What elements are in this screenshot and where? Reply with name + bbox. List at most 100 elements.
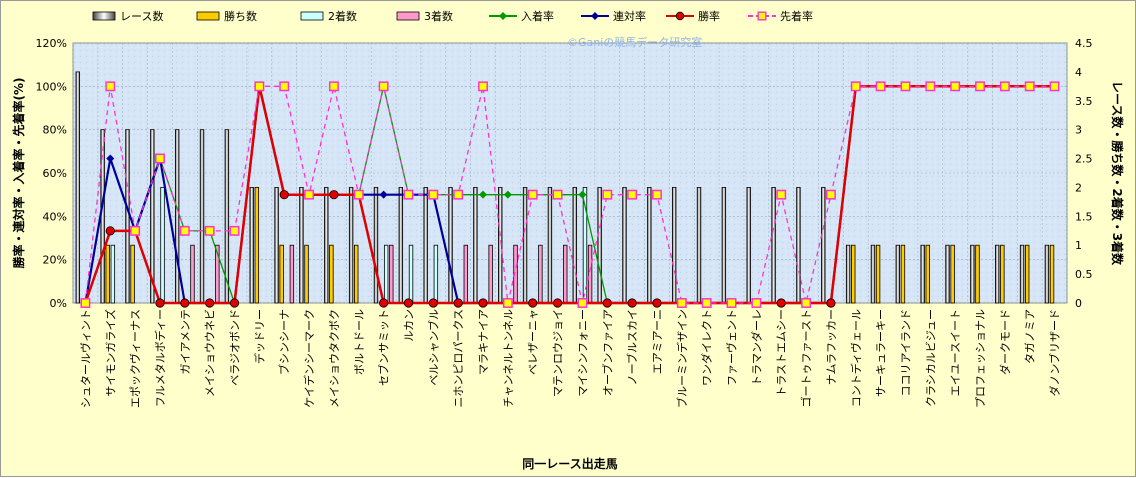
category-label: ダノンブリザード	[1048, 309, 1062, 396]
left-tick-label: 20%	[43, 254, 67, 267]
point	[801, 298, 812, 308]
bar	[547, 187, 553, 304]
point	[900, 81, 911, 92]
bar	[398, 187, 404, 304]
bar	[304, 244, 309, 304]
right-tick-label: 1	[1075, 239, 1082, 252]
right-axis-title: レース数・勝ち数・2着数・3着数	[1110, 81, 1125, 266]
point	[179, 225, 190, 236]
category-label: ベルシャンブル	[426, 309, 440, 386]
category-label: コントディヴェール	[849, 309, 863, 407]
bar	[190, 244, 195, 304]
category-label: エポックヴィーナス	[128, 309, 142, 408]
bar	[622, 187, 627, 304]
x-axis-title: 同一レース出走馬	[522, 456, 617, 471]
category-label: フルメタルボディー	[153, 309, 167, 407]
bar	[249, 187, 254, 304]
point	[676, 298, 687, 308]
bar	[329, 244, 334, 304]
right-tick-label: 4.5	[1075, 37, 1093, 50]
legend-marker	[591, 12, 599, 20]
bar	[975, 244, 980, 304]
legend-marker	[499, 12, 507, 20]
category-label: エイユースイート	[949, 309, 962, 396]
right-tick-label: 3.5	[1075, 95, 1093, 108]
bar	[160, 187, 165, 304]
category-label: メイショウウネビ	[204, 309, 217, 397]
series-line	[84, 85, 1055, 304]
legend-marker	[757, 11, 767, 21]
category-label: タガノミア	[1024, 309, 1037, 364]
legend: レース数 勝ち数 2着数 3着数 入着率 連対率 勝率 先着率	[92, 9, 813, 23]
right-tick-label: 2.5	[1075, 153, 1093, 166]
legend-label: 2着数	[328, 9, 357, 23]
bar	[488, 244, 493, 304]
point	[527, 189, 538, 200]
legend-label: 勝ち数	[224, 9, 257, 23]
bar	[875, 244, 881, 304]
bar	[950, 244, 955, 304]
category-label: ブルーミンデザイン	[675, 309, 689, 408]
point	[155, 298, 165, 308]
bar	[383, 244, 389, 304]
bar	[796, 187, 801, 304]
bar	[1019, 244, 1025, 304]
point	[627, 298, 637, 308]
category-label: トラマンダーレ	[749, 309, 763, 386]
category-label: マイシンフォニー	[576, 309, 589, 397]
point	[155, 153, 165, 164]
point	[428, 189, 439, 200]
category-label: ブシンシーナ	[277, 309, 291, 375]
legend-label: 勝率	[698, 9, 720, 23]
point	[751, 298, 762, 308]
category-label: プロフェッショナル	[974, 309, 987, 408]
left-tick-label: 60%	[43, 167, 67, 180]
category-label: デッドリー	[252, 309, 266, 364]
bar	[389, 244, 394, 304]
point	[379, 298, 389, 308]
category-label: ベラジオボンド	[229, 309, 242, 386]
point	[826, 298, 836, 308]
bar	[324, 187, 329, 304]
bar	[671, 187, 677, 304]
bar	[1049, 244, 1055, 304]
point	[776, 298, 786, 308]
category-label: ワンダイレクト	[700, 309, 714, 386]
point	[379, 190, 388, 199]
category-label: シュタールヴィント	[78, 309, 92, 408]
bar	[498, 187, 503, 304]
bar	[150, 129, 155, 304]
point	[578, 190, 587, 199]
point	[726, 298, 737, 308]
bar	[433, 244, 439, 304]
bar	[1024, 244, 1030, 304]
point	[1049, 81, 1060, 92]
point	[850, 81, 861, 92]
bar	[1000, 244, 1005, 304]
category-label: ファーヴェント	[725, 309, 739, 386]
bar	[572, 187, 577, 304]
category-label: ノーブルスカイ	[625, 309, 639, 385]
point	[1024, 81, 1035, 92]
bar	[408, 244, 414, 304]
left-axis-title: 勝率・連対率・入着率・先着率(%)	[11, 78, 26, 269]
category-label: ニホンピロパークス	[452, 309, 465, 408]
point	[279, 81, 290, 92]
point	[528, 298, 538, 308]
point	[552, 298, 563, 308]
point	[403, 189, 414, 200]
legend-swatch	[196, 11, 220, 21]
point	[204, 225, 215, 236]
axes: 0% 20% 40% 60% 80% 100% 120% 0 0.5 1 1.5 2 2.5 3 3.5 4 4…	[36, 37, 1093, 408]
bar	[274, 187, 279, 304]
bar	[448, 187, 453, 304]
point	[329, 190, 339, 200]
series-lines	[80, 81, 1060, 308]
left-tick-label: 120%	[36, 37, 67, 50]
point	[627, 189, 638, 200]
point	[428, 298, 438, 308]
legend-label: 3着数	[424, 9, 453, 23]
bar	[289, 244, 295, 304]
point	[229, 225, 240, 236]
bar	[463, 244, 469, 304]
